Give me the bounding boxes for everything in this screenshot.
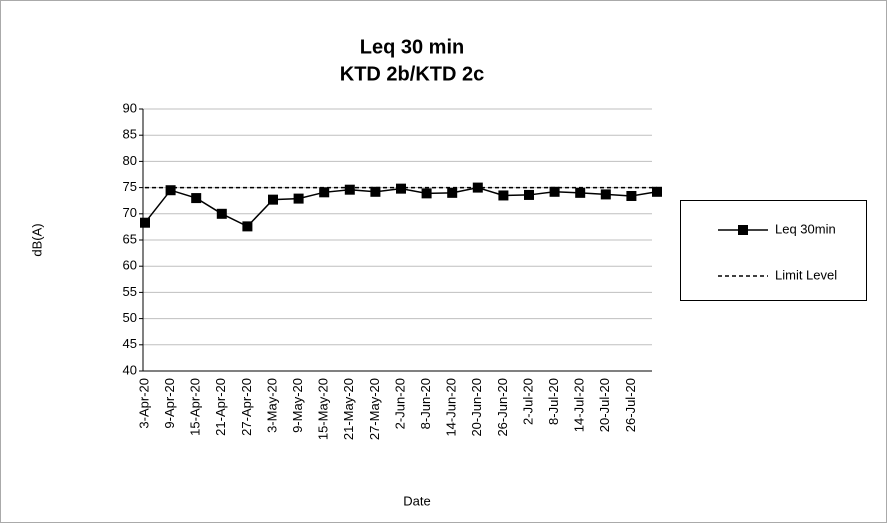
marker bbox=[524, 189, 534, 200]
chart-title: KTD 2b/KTD 2c bbox=[340, 63, 484, 85]
marker bbox=[421, 188, 432, 199]
x-tick-label: 9-May-20 bbox=[290, 378, 305, 433]
marker bbox=[652, 186, 662, 197]
x-tick-label: 3-May-20 bbox=[264, 378, 279, 433]
y-tick-label: 65 bbox=[123, 231, 137, 246]
x-tick-label: 15-May-20 bbox=[316, 378, 331, 440]
y-axis-label: dB(A) bbox=[29, 223, 44, 256]
y-tick-label: 60 bbox=[123, 258, 137, 273]
x-tick-label: 26-Jul-20 bbox=[623, 378, 638, 432]
legend-label: Limit Level bbox=[775, 267, 837, 282]
legend-label: Leq 30min bbox=[775, 221, 836, 236]
x-tick-label: 14-Jun-20 bbox=[444, 378, 459, 437]
marker bbox=[242, 221, 253, 232]
marker bbox=[447, 187, 458, 198]
x-tick-label: 20-Jun-20 bbox=[469, 378, 484, 437]
marker bbox=[626, 190, 637, 201]
x-tick-label: 20-Jul-20 bbox=[597, 378, 612, 432]
marker bbox=[216, 208, 227, 219]
x-tick-label: 2-Jul-20 bbox=[520, 378, 535, 425]
marker bbox=[268, 194, 278, 205]
x-tick-label: 26-Jun-20 bbox=[495, 378, 510, 437]
x-tick-label: 9-Apr-20 bbox=[162, 378, 177, 429]
marker bbox=[549, 186, 560, 197]
marker bbox=[319, 187, 330, 198]
marker bbox=[396, 183, 406, 194]
marker bbox=[498, 190, 509, 201]
chart-title: Leq 30 min bbox=[360, 36, 464, 58]
marker bbox=[575, 187, 586, 198]
marker bbox=[344, 184, 355, 195]
x-tick-label: 8-Jul-20 bbox=[546, 378, 561, 425]
marker bbox=[191, 193, 202, 204]
x-tick-label: 8-Jun-20 bbox=[418, 378, 433, 429]
y-tick-label: 55 bbox=[123, 284, 137, 299]
x-tick-label: 27-May-20 bbox=[367, 378, 382, 440]
y-tick-label: 75 bbox=[123, 179, 137, 194]
legend-marker bbox=[738, 225, 748, 235]
x-tick-label: 27-Apr-20 bbox=[239, 378, 254, 436]
x-tick-label: 15-Apr-20 bbox=[188, 378, 203, 436]
marker bbox=[370, 186, 381, 197]
marker bbox=[140, 217, 150, 228]
y-tick-label: 80 bbox=[123, 153, 137, 168]
x-tick-label: 21-Apr-20 bbox=[213, 378, 228, 436]
x-axis-label: Date bbox=[403, 493, 430, 508]
x-tick-label: 21-May-20 bbox=[341, 378, 356, 440]
x-tick-label: 2-Jun-20 bbox=[392, 378, 407, 429]
marker bbox=[165, 185, 176, 196]
legend-box bbox=[680, 200, 867, 301]
x-tick-label: 14-Jul-20 bbox=[572, 378, 587, 432]
y-tick-label: 90 bbox=[123, 100, 137, 115]
y-tick-label: 45 bbox=[123, 336, 137, 351]
y-tick-label: 85 bbox=[123, 127, 137, 142]
y-tick-label: 40 bbox=[123, 362, 137, 377]
marker bbox=[600, 189, 611, 200]
marker bbox=[293, 193, 304, 204]
y-tick-label: 50 bbox=[123, 310, 137, 325]
x-tick-label: 3-Apr-20 bbox=[136, 378, 151, 429]
y-tick-label: 70 bbox=[123, 205, 137, 220]
